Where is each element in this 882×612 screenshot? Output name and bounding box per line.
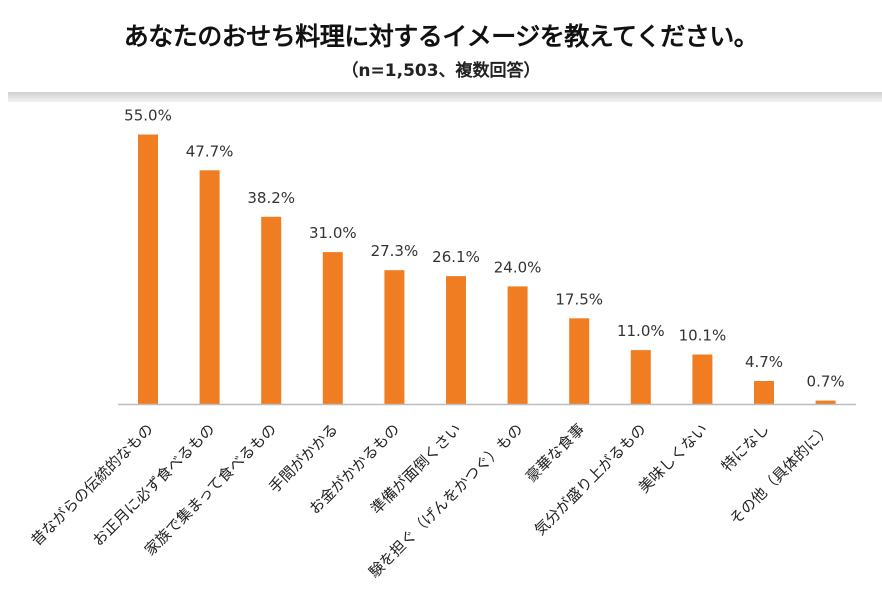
value-label-1: 55.0% [124, 107, 172, 125]
category-label-1: 昔ながらの伝統的なもの [27, 420, 156, 549]
bar-7 [507, 286, 528, 404]
header-rule [8, 92, 882, 102]
bar-12 [815, 400, 836, 404]
bar-2 [199, 170, 220, 404]
value-label-3: 38.2% [247, 189, 295, 207]
bar-8 [569, 318, 590, 405]
bar-9 [630, 350, 651, 404]
bar-1 [138, 134, 158, 404]
value-label-6: 26.1% [432, 248, 480, 266]
value-label-8: 17.5% [555, 290, 603, 308]
value-label-12: 0.7% [807, 373, 845, 391]
bar-3 [261, 216, 282, 404]
value-label-10: 10.1% [679, 327, 727, 345]
bar-11 [754, 381, 774, 404]
bar-4 [322, 252, 343, 404]
bar-10 [692, 354, 713, 404]
value-label-5: 27.3% [371, 242, 419, 260]
value-label-9: 11.0% [617, 322, 665, 340]
chart-title: あなたのおせち料理に対するイメージを教えてください。 [123, 22, 759, 51]
category-label-3: 家族で集まって食べるもの [141, 420, 280, 559]
category-label-8: 豪華な食事 [522, 420, 588, 486]
value-label-11: 4.7% [745, 353, 783, 371]
value-label-4: 31.0% [309, 224, 357, 242]
value-label-2: 47.7% [186, 142, 234, 160]
value-label-7: 24.0% [494, 258, 542, 276]
category-label-12: その他（具体的に） [726, 420, 834, 528]
bar-6 [446, 276, 466, 404]
bar-5 [384, 270, 405, 404]
category-label-2: お正月に必ず食べるもの [89, 420, 218, 549]
chart-subtitle: （n=1,503、複数回答） [341, 61, 541, 81]
category-label-11: 特になし [718, 420, 773, 475]
category-label-9: 気分が盛り上がるもの [531, 420, 650, 539]
